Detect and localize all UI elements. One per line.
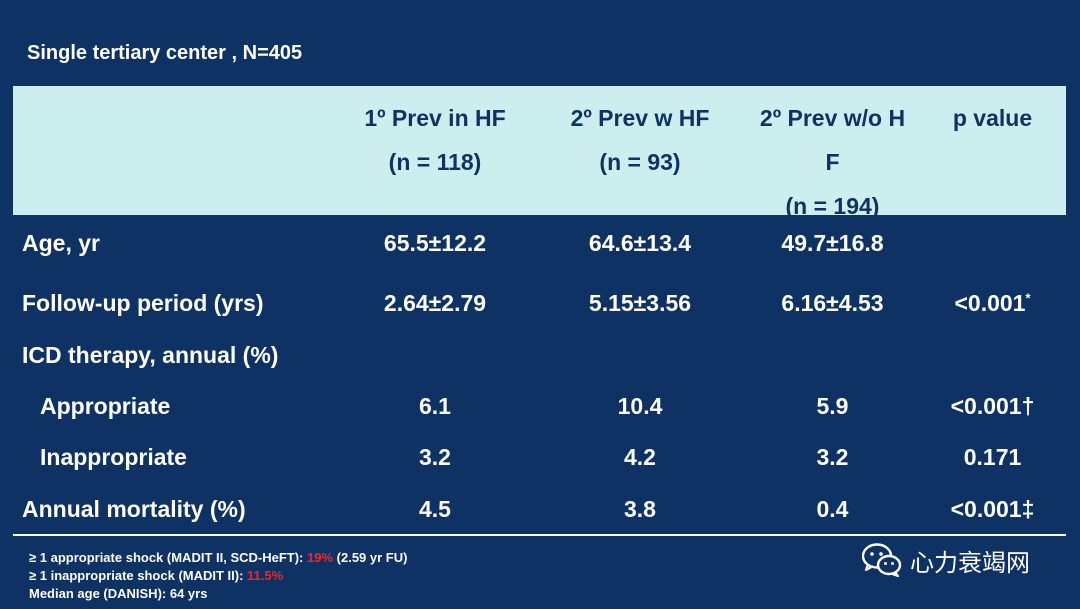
cell-col3: 49.7±16.8	[781, 230, 884, 256]
row-label: Age, yr	[22, 230, 100, 256]
footnotes: ≥ 1 appropriate shock (MADIT II, SCD-HeF…	[29, 549, 407, 603]
cell-p-value: <0.001*	[935, 290, 1050, 317]
cell-p-value: <0.001‡	[950, 496, 1035, 522]
header-col3-line1: 2º Prev w/o H	[759, 105, 906, 131]
cell-p-value: 0.171	[963, 444, 1022, 470]
footnote-appropriate-shock: ≥ 1 appropriate shock (MADIT II, SCD-HeF…	[29, 549, 407, 567]
slide-subtitle: Single tertiary center , N=405	[27, 42, 303, 64]
table-row-icd-therapy: ICD therapy, annual (%)	[0, 334, 1080, 374]
p-value-text: <0.001	[954, 290, 1026, 316]
header-col2-line1: 2º Prev w HF	[570, 105, 710, 131]
header-col2-line2: (n = 93)	[599, 149, 681, 175]
footnote-median-age: Median age (DANISH): 64 yrs	[29, 586, 208, 601]
note-text: ≥ 1 appropriate shock (MADIT II, SCD-HeF…	[29, 550, 307, 565]
cell-col2: 4.2	[624, 444, 656, 470]
header-col3-line2: F	[825, 149, 840, 175]
header-col3-line3: (n = 194)	[785, 193, 880, 219]
table-row-age: Age, yr 65.5±12.2 64.6±13.4 49.7±16.8	[0, 222, 1080, 262]
p-value-footnote-mark: *	[1025, 290, 1031, 306]
cell-col3: 3.2	[816, 444, 849, 470]
cell-col3: 0.4	[816, 496, 849, 522]
cell-col1: 3.2	[419, 444, 451, 470]
cell-col2: 3.8	[624, 496, 656, 522]
row-label: Annual mortality (%)	[22, 496, 246, 522]
watermark: 心力衰竭网	[862, 540, 1030, 580]
table-row-follow-up: Follow-up period (yrs) 2.64±2.79 5.15±3.…	[0, 282, 1080, 322]
header-col4-line1: p value	[952, 105, 1033, 131]
cell-col1: 6.1	[419, 393, 451, 419]
note-highlight: 19%	[307, 550, 334, 565]
header-p-value: p value	[935, 96, 1050, 140]
table-row-inappropriate: Inappropriate 3.2 4.2 3.2 0.171	[0, 436, 1080, 476]
cell-col1: 65.5±12.2	[383, 230, 487, 256]
cell-col2: 5.15±3.56	[588, 290, 692, 316]
cell-col2: 10.4	[617, 393, 663, 419]
header-col1-line1: 1º Prev in HF	[364, 105, 506, 131]
header-secondary-prevention-with-hf: 2º Prev w HF (n = 93)	[550, 96, 730, 184]
table-bottom-rule	[13, 534, 1066, 536]
note-text: (2.59 yr FU)	[333, 550, 408, 565]
header-col1-line2: (n = 118)	[388, 149, 482, 175]
row-label: ICD therapy, annual (%)	[22, 342, 279, 368]
cell-col1: 4.5	[419, 496, 451, 522]
header-primary-prevention-hf: 1º Prev in HF (n = 118)	[345, 96, 525, 184]
table-row-appropriate: Appropriate 6.1 10.4 5.9 <0.001†	[0, 385, 1080, 425]
table-row-annual-mortality: Annual mortality (%) 4.5 3.8 0.4 <0.001‡	[0, 488, 1080, 528]
cell-col3: 5.9	[816, 393, 849, 419]
cell-p-value: <0.001†	[950, 393, 1035, 419]
row-label: Follow-up period (yrs)	[22, 290, 264, 316]
cell-col3: 6.16±4.53	[781, 290, 884, 316]
watermark-text: 心力衰竭网	[910, 549, 1030, 577]
header-secondary-prevention-without-hf: 2º Prev w/o H F (n = 194)	[745, 96, 920, 228]
cell-col1: 2.64±2.79	[383, 290, 487, 316]
footnote-inappropriate-shock: ≥ 1 inappropriate shock (MADIT II): 11.5…	[29, 567, 407, 585]
note-text: ≥ 1 inappropriate shock (MADIT II):	[29, 568, 248, 583]
table-header-band	[13, 86, 1066, 215]
row-label: Appropriate	[40, 393, 171, 419]
wechat-icon	[862, 543, 902, 577]
cell-col2: 64.6±13.4	[588, 230, 692, 256]
note-highlight: 11.5%	[247, 568, 284, 583]
row-label: Inappropriate	[40, 444, 187, 470]
